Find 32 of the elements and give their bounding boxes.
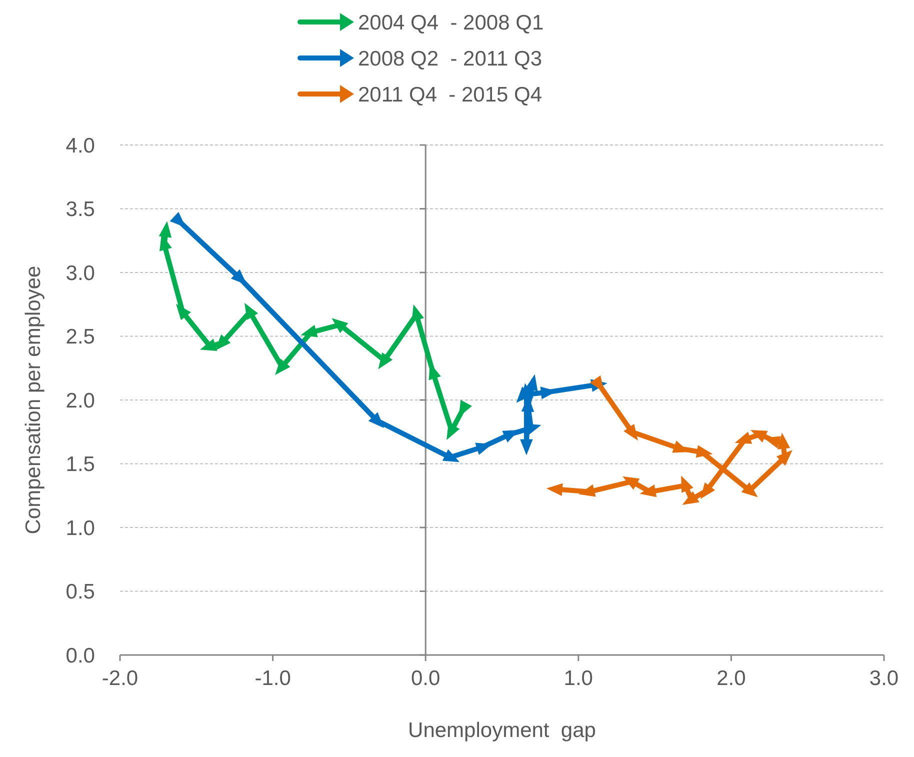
point <box>275 358 290 376</box>
legend-label: 2011 Q4 - 2015 Q4 <box>358 83 542 106</box>
x-tick-label: -2.0 <box>102 667 138 690</box>
point <box>700 482 716 500</box>
y-tick-label: 3.0 <box>66 262 95 285</box>
legend-label: 2004 Q4 - 2008 Q1 <box>358 11 544 34</box>
point <box>750 430 768 442</box>
point <box>368 412 384 428</box>
x-axis-title: Unemployment gap <box>408 719 596 742</box>
point <box>764 436 781 448</box>
y-tick-label: 2.5 <box>66 326 95 349</box>
point <box>158 221 172 238</box>
y-axis-title: Compensation per employee <box>22 266 45 534</box>
y-tick-label: 0.5 <box>66 580 95 604</box>
x-tick-label: 2.0 <box>716 667 746 690</box>
point <box>215 334 231 351</box>
y-tick-label: 3.5 <box>66 198 95 222</box>
y-tick-label: 4.0 <box>66 134 95 158</box>
point <box>776 450 792 466</box>
legend-label: 2008 Q2 - 2011 Q3 <box>358 47 542 70</box>
x-tick-label: 0.0 <box>411 667 440 690</box>
x-tick-label: 1.0 <box>564 667 593 690</box>
point <box>622 476 640 490</box>
y-tick-label: 0.0 <box>66 644 95 668</box>
point <box>244 302 258 320</box>
x-tick-label: -1.0 <box>254 667 291 690</box>
point <box>176 304 191 320</box>
y-tick-label: 2.0 <box>66 389 95 412</box>
x-tick-label: 3.0 <box>869 667 899 690</box>
point <box>378 352 393 370</box>
y-tick-label: 1.0 <box>66 516 95 540</box>
y-tick-label: 1.5 <box>66 453 95 476</box>
